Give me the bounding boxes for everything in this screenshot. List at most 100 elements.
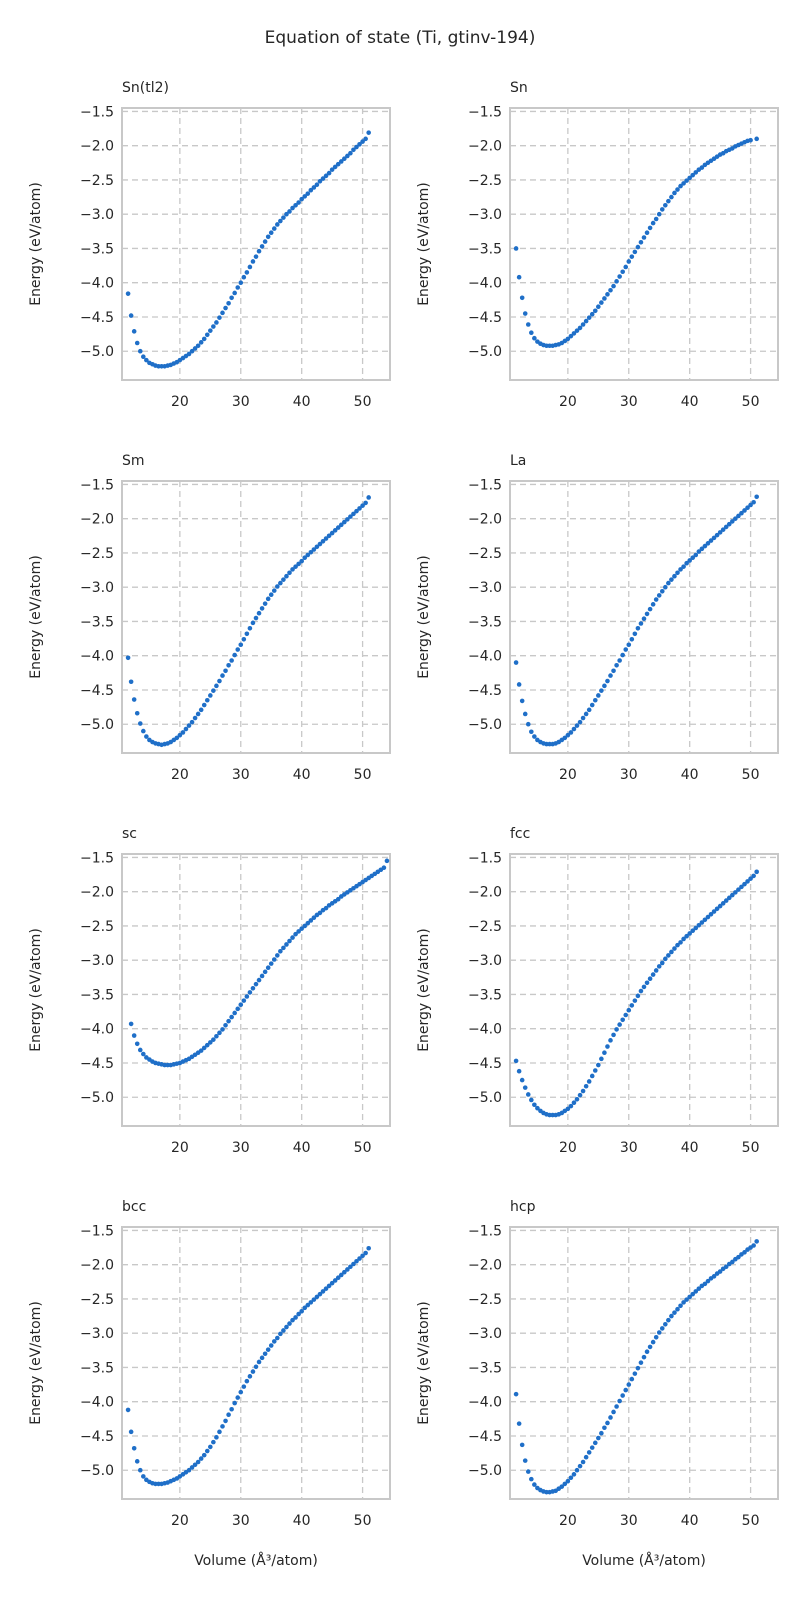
chart-0-point-43 (256, 248, 262, 254)
chart-7-point-69 (723, 1264, 729, 1270)
chart-7-ytick-label-5: −2.5 (468, 1292, 502, 1308)
chart-7-point-5 (529, 1476, 534, 1482)
chart-0-point-40 (247, 264, 253, 270)
chart-0-point-79 (366, 130, 371, 135)
chart-4-frame (121, 853, 391, 1127)
chart-3-point-37 (626, 642, 632, 648)
chart-7-ytick-label-0: −5.0 (468, 1463, 502, 1479)
chart-7-point-30 (605, 1420, 610, 1426)
chart-0-ytick-label-7: −1.5 (80, 104, 114, 120)
chart-3-point-41 (638, 621, 644, 626)
chart-6-point-49 (275, 1335, 280, 1341)
chart-4-point-58 (305, 920, 311, 926)
chart-7-ytick-label-1: −4.5 (468, 1429, 502, 1445)
chart-7-point-16 (562, 1481, 568, 1487)
chart-4-ytick-label-2: −4.0 (80, 1022, 114, 1038)
chart-3-xtick-label-0: 20 (559, 767, 577, 783)
chart-5-point-4 (525, 1092, 531, 1097)
chart-5-point-27 (596, 1062, 601, 1068)
chart-2-point-30 (217, 678, 222, 684)
chart-3-ylabel: Energy (eV/atom) (416, 555, 432, 679)
chart-6-point-53 (287, 1321, 292, 1326)
chart-0-point-60 (308, 187, 314, 193)
chart-2-point-62 (314, 544, 320, 550)
chart-4-ytick-label-7: −1.5 (80, 850, 114, 866)
chart-6-point-20 (186, 1467, 192, 1473)
chart-2-point-6 (144, 734, 149, 739)
figure-title: Equation of state (Ti, gtinv-194) (264, 28, 536, 48)
chart-6-point-72 (345, 1267, 350, 1272)
chart-6-point-50 (278, 1331, 283, 1337)
chart-6-point-33 (226, 1412, 231, 1418)
chart-6-point-68 (332, 1278, 338, 1283)
chart-2-point-17 (177, 732, 183, 738)
chart-5-point-55 (681, 936, 686, 942)
chart-7-point-41 (638, 1360, 644, 1365)
chart-0-point-33 (226, 300, 231, 306)
chart-7-point-48 (659, 1326, 665, 1331)
chart-7-point-58 (690, 1291, 696, 1297)
chart-0-point-69 (335, 161, 341, 167)
chart-5-point-48 (659, 960, 665, 966)
chart-3-point-43 (644, 611, 650, 617)
chart-3-xtick-label-3: 50 (742, 767, 760, 783)
chart-5-point-25 (589, 1073, 595, 1079)
chart-7-point-0 (513, 1391, 519, 1397)
chart-4-point-32 (226, 1018, 231, 1024)
chart-1-point-22 (580, 322, 586, 327)
chart-0-point-56 (296, 200, 301, 205)
chart-2-point-50 (278, 580, 283, 586)
chart-3-point-33 (614, 663, 619, 668)
chart-1-xtick-label-2: 40 (681, 394, 699, 410)
chart-0-point-26 (204, 332, 210, 338)
chart-5-frame (509, 853, 779, 1127)
chart-6-point-73 (348, 1264, 353, 1270)
chart-0-point-31 (220, 310, 225, 316)
chart-3-point-4 (525, 721, 531, 727)
chart-4-point-57 (302, 923, 308, 929)
chart-1-point-36 (623, 264, 629, 270)
chart-5-point-44 (647, 976, 653, 981)
chart-6-point-70 (338, 1272, 344, 1278)
chart-6-ytick-label-3: −3.5 (80, 1360, 114, 1376)
chart-7-xtick-label-0: 20 (559, 1513, 577, 1529)
chart-7-panel: 20 30 40 50 −5.0 −4.5 −4.0 −3.5 −3.0 −2.5 −2.0 −1.5… (416, 1199, 779, 1569)
chart-6-point-77 (360, 1253, 365, 1259)
chart-0-point-34 (229, 295, 234, 301)
chart-7-point-29 (602, 1425, 607, 1431)
chart-4-point-44 (262, 969, 268, 975)
chart-3-ytick-label-2: −4.0 (468, 649, 502, 665)
chart-7-point-23 (583, 1454, 589, 1460)
chart-6-point-71 (342, 1269, 347, 1275)
chart-0-xtick-label-1: 30 (232, 394, 250, 410)
chart-6-point-54 (290, 1317, 295, 1323)
chart-0-point-48 (271, 226, 277, 231)
chart-2-point-53 (287, 570, 292, 576)
chart-4-point-84 (384, 858, 390, 864)
chart-2-point-68 (332, 528, 338, 533)
chart-7-point-34 (617, 1398, 622, 1404)
chart-2-point-18 (180, 730, 186, 735)
chart-4-point-40 (250, 985, 256, 991)
chart-6-ylabel: Energy (eV/atom) (28, 1301, 44, 1425)
chart-2-point-61 (311, 547, 317, 552)
chart-0-point-71 (342, 156, 347, 162)
chart-7-point-39 (632, 1371, 638, 1376)
chart-4-panel: 20 30 40 50 −5.0 −4.5 −4.0 −3.5 −3.0 −2.5 −2.0 −1.5… (28, 826, 391, 1156)
chart-2-point-45 (262, 601, 268, 606)
chart-0-point-63 (317, 179, 323, 184)
chart-0-point-24 (198, 340, 204, 345)
chart-3-point-73 (736, 513, 741, 519)
chart-4-point-29 (217, 1030, 222, 1036)
chart-2-point-47 (268, 592, 274, 598)
chart-5-point-0 (513, 1058, 519, 1064)
chart-4-point-50 (281, 945, 286, 951)
chart-4-point-33 (229, 1014, 234, 1020)
chart-2-point-44 (259, 606, 265, 611)
chart-6-point-5 (141, 1474, 146, 1479)
chart-0-point-52 (284, 211, 289, 217)
chart-3-point-46 (653, 597, 659, 602)
chart-0-point-64 (320, 176, 326, 181)
chart-1-ytick-label-6: −2.0 (468, 139, 502, 155)
